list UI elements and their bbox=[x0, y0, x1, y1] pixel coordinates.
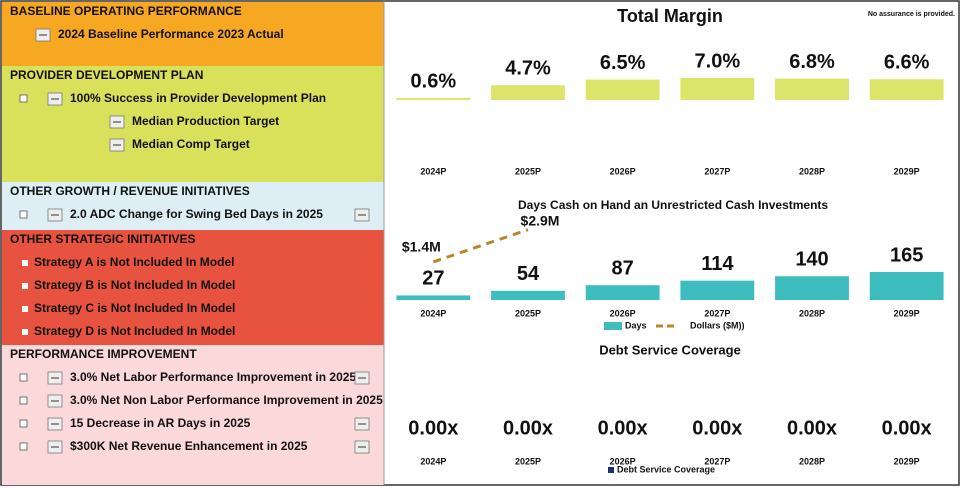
checkbox bbox=[19, 94, 28, 103]
initiative: Median Production Target bbox=[132, 114, 279, 128]
section-title: BASELINE OPERATING PERFORMANCE bbox=[10, 4, 242, 18]
checkbox bbox=[19, 419, 28, 428]
value-label: 0.00x bbox=[503, 417, 553, 439]
chart-title: Debt Service Coverage bbox=[599, 342, 741, 357]
x-tick-label: 2028P bbox=[799, 308, 825, 318]
initiative: 2024 Baseline Performance 2023 Actual bbox=[58, 27, 284, 41]
section-title: OTHER STRATEGIC INITIATIVES bbox=[10, 232, 196, 246]
value-label: 0.00x bbox=[598, 417, 648, 439]
line-label: $2.9M bbox=[521, 212, 560, 228]
initiative: 2.0 ADC Change for Swing Bed Days in 202… bbox=[70, 207, 323, 221]
x-tick-label: 2025P bbox=[515, 166, 541, 176]
value-label: 0.6% bbox=[411, 70, 457, 92]
value-label: 114 bbox=[701, 253, 734, 275]
section-background bbox=[2, 230, 384, 345]
value-label: 0.00x bbox=[692, 417, 742, 439]
x-tick-label: 2028P bbox=[799, 456, 825, 466]
value-label: 140 bbox=[795, 249, 828, 271]
x-tick-label: 2029P bbox=[894, 456, 920, 466]
section-background bbox=[2, 182, 384, 230]
bar bbox=[869, 272, 944, 300]
bar bbox=[396, 98, 471, 100]
initiative: Median Comp Target bbox=[132, 137, 250, 151]
section-background bbox=[2, 66, 384, 182]
note: No assurance is provided. bbox=[868, 11, 955, 18]
bar bbox=[491, 290, 565, 300]
bar bbox=[775, 78, 849, 100]
initiative: Strategy C is Not Included In Model bbox=[34, 301, 235, 315]
section-title: OTHER GROWTH / REVENUE INITIATIVES bbox=[10, 184, 250, 198]
initiative: 100% Success in Provider Development Pla… bbox=[70, 91, 326, 105]
checkbox bbox=[19, 442, 28, 451]
legend-label: Days bbox=[625, 320, 647, 330]
x-tick-label: 2024P bbox=[420, 456, 446, 466]
x-tick-label: 2024P bbox=[420, 308, 446, 318]
value-label: 0.00x bbox=[787, 417, 837, 439]
x-tick-label: 2029P bbox=[894, 166, 920, 176]
chart-title: Days Cash on Hand an Unrestricted Cash I… bbox=[518, 198, 828, 212]
legend-label: Dollars ($M)) bbox=[690, 320, 745, 330]
section-title: PROVIDER DEVELOPMENT PLAN bbox=[10, 68, 203, 82]
legend-swatch bbox=[608, 467, 614, 473]
left-panel: BASELINE OPERATING PERFORMANCE 2024 Basel… bbox=[2, 2, 384, 485]
bar bbox=[680, 78, 755, 100]
value-label: 4.7% bbox=[505, 58, 551, 80]
value-label: 7.0% bbox=[695, 50, 741, 72]
value-label: 6.6% bbox=[884, 52, 930, 74]
x-tick-label: 2026P bbox=[610, 456, 636, 466]
initiative: Strategy D is Not Included In Model bbox=[34, 324, 235, 338]
value-label: 165 bbox=[890, 244, 923, 266]
value-label: 0.00x bbox=[882, 417, 932, 439]
initiative: 3.0% Net Non Labor Performance Improveme… bbox=[70, 393, 383, 407]
bar bbox=[585, 285, 660, 300]
value-label: 6.8% bbox=[789, 51, 835, 73]
value-label: 27 bbox=[422, 268, 444, 290]
initiative: Strategy B is Not Included In Model bbox=[34, 278, 235, 292]
value-label: 6.5% bbox=[600, 52, 646, 74]
line-label: $1.4M bbox=[402, 239, 441, 255]
x-tick-label: 2027P bbox=[704, 308, 730, 318]
legend-label: Debt Service Coverage bbox=[617, 464, 715, 474]
x-tick-label: 2025P bbox=[515, 308, 541, 318]
value-label: 54 bbox=[517, 263, 540, 285]
x-tick-label: 2029P bbox=[894, 308, 920, 318]
x-tick-label: 2026P bbox=[610, 166, 636, 176]
initiative: 3.0% Net Labor Performance Improvement i… bbox=[70, 370, 356, 384]
section-background bbox=[2, 345, 384, 485]
charts: Total Margin No assurance is provided. 0.6… bbox=[396, 6, 955, 474]
legend-swatch bbox=[604, 322, 622, 330]
bullet bbox=[22, 260, 28, 266]
bar bbox=[775, 276, 849, 300]
initiative: Strategy A is Not Included In Model bbox=[34, 255, 234, 269]
checkbox bbox=[19, 210, 28, 219]
checkbox bbox=[19, 373, 28, 382]
initiative: 15 Decrease in AR Days in 2025 bbox=[70, 416, 251, 430]
checkbox bbox=[19, 396, 28, 405]
chart-title: Total Margin bbox=[617, 6, 723, 26]
bar bbox=[869, 79, 944, 100]
x-tick-label: 2027P bbox=[704, 456, 730, 466]
x-tick-label: 2028P bbox=[799, 166, 825, 176]
bar bbox=[680, 280, 755, 300]
bullet bbox=[22, 283, 28, 289]
section-background bbox=[2, 2, 384, 66]
value-label: 0.00x bbox=[408, 417, 458, 439]
bar bbox=[491, 85, 565, 100]
x-tick-label: 2027P bbox=[704, 166, 730, 176]
bar bbox=[585, 79, 660, 100]
initiative: $300K Net Revenue Enhancement in 2025 bbox=[70, 439, 308, 453]
x-tick-label: 2024P bbox=[420, 166, 446, 176]
bullet bbox=[22, 306, 28, 312]
bullet bbox=[22, 329, 28, 335]
line bbox=[432, 228, 529, 264]
x-tick-label: 2026P bbox=[610, 308, 636, 318]
value-label: 87 bbox=[612, 258, 634, 280]
x-tick-label: 2025P bbox=[515, 456, 541, 466]
bar bbox=[396, 295, 471, 300]
section-title: PERFORMANCE IMPROVEMENT bbox=[10, 347, 197, 361]
